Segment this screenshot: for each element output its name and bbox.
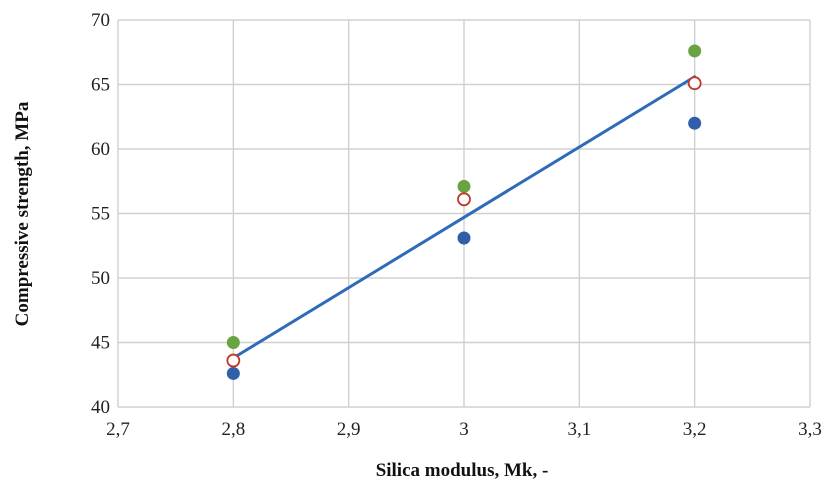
y-tick-label: 40 (91, 397, 110, 418)
data-point-series-2 (688, 44, 702, 58)
x-tick-label: 3 (459, 419, 469, 440)
y-tick-label: 45 (91, 333, 110, 354)
y-tick-label: 70 (91, 10, 110, 31)
x-tick-label: 3,2 (683, 419, 707, 440)
y-tick-label: 50 (91, 268, 110, 289)
data-point-series-3 (687, 76, 702, 91)
y-tick-label: 55 (91, 204, 110, 225)
grid (117, 19, 811, 408)
data-point-series-1 (688, 116, 702, 130)
trendline (231, 75, 697, 360)
x-tick-label: 3,1 (567, 419, 591, 440)
x-axis-title: Silica modulus, Mk, - (376, 460, 549, 481)
x-axis-ticks: 2,7 2,8 2,9 3 3,1 3,2 3,3 (106, 419, 822, 440)
x-tick-label: 3,3 (798, 419, 822, 440)
data-point-series-3 (226, 353, 241, 368)
y-tick-label: 65 (91, 75, 110, 96)
y-tick-label: 60 (91, 139, 110, 160)
y-axis-title: Compressive strength, MPa (12, 101, 33, 326)
trendline-layer (231, 75, 697, 360)
data-point-series-1 (457, 231, 471, 245)
data-point-series-3 (457, 192, 471, 207)
x-tick-label: 2,8 (221, 419, 245, 440)
data-point-series-2 (457, 179, 471, 193)
y-axis-ticks: 40 45 50 55 60 65 70 (91, 10, 110, 418)
data-points (226, 44, 702, 380)
x-tick-label: 2,7 (106, 419, 130, 440)
x-tick-label: 2,9 (337, 419, 361, 440)
data-point-series-2 (226, 336, 240, 349)
data-point-series-1 (226, 366, 240, 380)
